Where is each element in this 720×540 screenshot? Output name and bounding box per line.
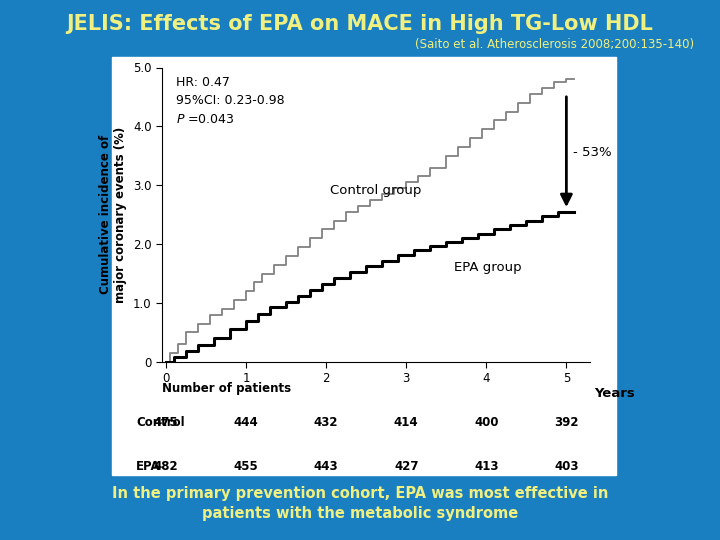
Text: 455: 455 [234,460,258,473]
Text: Years: Years [595,387,635,400]
Text: - 53%: - 53% [573,146,611,159]
Text: 400: 400 [474,416,498,429]
Text: EPA group: EPA group [454,261,522,274]
Text: 413: 413 [474,460,498,473]
Text: 392: 392 [554,416,579,429]
Text: 475: 475 [153,416,179,429]
Text: HR: 0.47: HR: 0.47 [176,76,230,89]
Text: Control group: Control group [330,184,421,197]
Text: In the primary prevention cohort, EPA was most effective in
patients with the me: In the primary prevention cohort, EPA wa… [112,487,608,521]
Text: Number of patients: Number of patients [162,382,291,395]
Text: EPA: EPA [136,460,161,473]
Y-axis label: Cumulative incidence of
major coronary events (%): Cumulative incidence of major coronary e… [99,126,127,303]
Text: 414: 414 [394,416,418,429]
Text: 443: 443 [314,460,338,473]
Text: Control: Control [136,416,185,429]
Text: 444: 444 [234,416,258,429]
Text: 482: 482 [153,460,179,473]
Text: JELIS: Effects of EPA on MACE in High TG-Low HDL: JELIS: Effects of EPA on MACE in High TG… [66,14,654,33]
Text: (Saito et al. Atherosclerosis 2008;200:135-140): (Saito et al. Atherosclerosis 2008;200:1… [415,38,694,51]
Text: $P$ =0.043: $P$ =0.043 [176,113,235,126]
Text: 432: 432 [314,416,338,429]
Text: 427: 427 [394,460,418,473]
Text: 403: 403 [554,460,579,473]
Text: 95%CI: 0.23-0.98: 95%CI: 0.23-0.98 [176,94,284,107]
